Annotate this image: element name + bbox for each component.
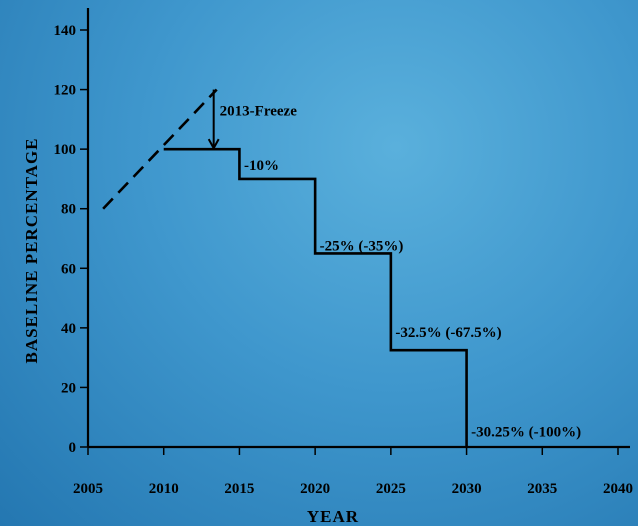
x-tick-label: 2030 bbox=[452, 481, 482, 497]
reduction-step-line bbox=[163, 147, 468, 447]
projection-dashed-line bbox=[102, 88, 218, 210]
x-tick-label: 2025 bbox=[376, 481, 406, 497]
x-tick-label: 2020 bbox=[300, 481, 330, 497]
freeze-arrow-head bbox=[207, 138, 220, 151]
axes bbox=[86, 8, 630, 449]
x-tick-label: 2010 bbox=[149, 481, 179, 497]
y-tick-label: 100 bbox=[54, 142, 77, 158]
annotation-label: -30.25% (-100%) bbox=[471, 425, 581, 441]
x-axis-title: YEAR bbox=[307, 507, 359, 526]
x-tick-label: 2015 bbox=[224, 481, 254, 497]
annotation-label: -10% bbox=[244, 158, 279, 174]
annotation-label: -32.5% (-67.5%) bbox=[395, 325, 501, 341]
annotation-label: -25% (-35%) bbox=[320, 238, 404, 254]
y-axis-title: BASELINE PERCENTAGE bbox=[22, 137, 41, 363]
x-tick-label: 2005 bbox=[73, 481, 103, 497]
y-tick-label: 40 bbox=[61, 321, 76, 337]
annotation-label: 2013-Freeze bbox=[220, 104, 298, 120]
y-tick-label: 0 bbox=[69, 440, 77, 456]
annotations-layer: 2013-Freeze -10% -25% (-35%) -32.5% (-67.5%… bbox=[207, 89, 581, 441]
series-layer bbox=[102, 88, 468, 447]
x-tick-label: 2035 bbox=[527, 481, 557, 497]
y-tick-label: 60 bbox=[61, 261, 76, 277]
y-tick-label: 120 bbox=[54, 83, 77, 99]
y-tick-label: 20 bbox=[61, 380, 76, 396]
y-tick-label: 80 bbox=[61, 202, 76, 218]
x-tick-label: 2040 bbox=[603, 481, 633, 497]
y-tick-label: 140 bbox=[54, 23, 77, 39]
